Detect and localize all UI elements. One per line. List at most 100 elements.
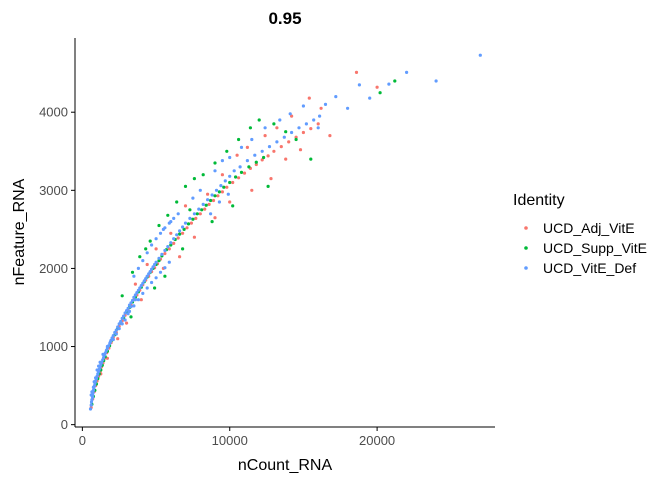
data-point (126, 306, 130, 310)
data-point (120, 316, 124, 320)
data-point (272, 149, 276, 153)
data-point (172, 216, 176, 220)
data-point (163, 266, 167, 270)
data-point (136, 288, 140, 292)
data-point (135, 291, 139, 295)
data-point (223, 179, 227, 183)
data-point (242, 171, 247, 175)
data-point (219, 184, 223, 188)
data-point (368, 96, 372, 100)
data-point (141, 291, 145, 295)
data-point (95, 368, 99, 372)
data-point (175, 200, 179, 204)
data-point (120, 294, 124, 298)
data-point (145, 251, 149, 255)
data-point (234, 175, 238, 179)
data-point (157, 256, 161, 260)
data-point (195, 212, 199, 216)
data-point (266, 184, 270, 188)
data-point (89, 403, 93, 407)
data-point (254, 162, 258, 167)
data-point (102, 355, 106, 360)
series-UCD_VitE_Def (88, 53, 482, 411)
data-point (114, 332, 118, 336)
legend-label: UCD_Adj_VitE (543, 220, 635, 236)
y-tick-label: 0 (61, 417, 68, 432)
data-point (260, 158, 264, 162)
data-point (132, 304, 136, 308)
data-point (169, 231, 173, 235)
y-tick-label: 2000 (39, 261, 68, 276)
data-point (91, 395, 95, 399)
data-point (220, 190, 224, 194)
data-point (126, 312, 130, 316)
data-point (405, 70, 409, 74)
data-point (120, 322, 124, 326)
data-point (158, 270, 163, 274)
data-point (191, 217, 195, 221)
data-point (125, 321, 129, 325)
data-point (201, 173, 205, 177)
data-point (150, 280, 154, 285)
series-UCD_Supp_VitE (90, 79, 397, 406)
data-point (275, 126, 279, 130)
data-point (178, 232, 182, 236)
data-point (294, 137, 298, 142)
data-point (145, 262, 149, 267)
data-point (209, 198, 213, 203)
data-point (191, 196, 195, 200)
data-point (123, 318, 127, 322)
data-point (378, 91, 382, 95)
data-point (226, 192, 230, 196)
data-point (210, 193, 214, 197)
data-point (160, 252, 164, 256)
data-point (92, 380, 96, 384)
data-point (129, 315, 133, 319)
data-point (238, 165, 242, 169)
y-tick-label: 4000 (39, 105, 68, 120)
data-point (157, 259, 161, 263)
data-point (214, 188, 219, 192)
data-point (125, 309, 129, 313)
data-point (176, 236, 180, 240)
data-point (228, 174, 232, 178)
data-point (183, 221, 188, 225)
data-point (267, 145, 272, 149)
data-point (154, 260, 158, 264)
y-tick-label: 1000 (39, 339, 68, 354)
data-point (178, 255, 182, 259)
data-point (228, 155, 232, 160)
data-point (272, 122, 276, 126)
data-point (304, 122, 308, 126)
data-point (153, 286, 157, 290)
legend-key (524, 226, 528, 230)
data-point (88, 407, 93, 411)
data-point (220, 173, 224, 177)
data-point (130, 298, 135, 303)
data-point (181, 231, 185, 235)
data-point (111, 337, 115, 342)
data-point (213, 194, 217, 198)
data-point (176, 212, 180, 216)
data-point (247, 165, 251, 169)
data-point (119, 319, 123, 324)
data-point (105, 344, 109, 349)
data-point (393, 79, 397, 83)
data-point (228, 180, 232, 185)
data-point (181, 247, 185, 251)
data-point (323, 102, 328, 106)
data-point (166, 245, 170, 249)
data-point (122, 314, 126, 318)
data-point (166, 213, 170, 217)
data-point (254, 160, 258, 164)
data-point (263, 126, 267, 130)
data-point (111, 334, 115, 338)
data-point (239, 170, 244, 174)
data-point (201, 202, 205, 206)
data-point (250, 137, 254, 142)
data-point (139, 298, 143, 302)
data-point (147, 272, 151, 276)
data-point (284, 157, 288, 161)
data-point (312, 118, 316, 122)
